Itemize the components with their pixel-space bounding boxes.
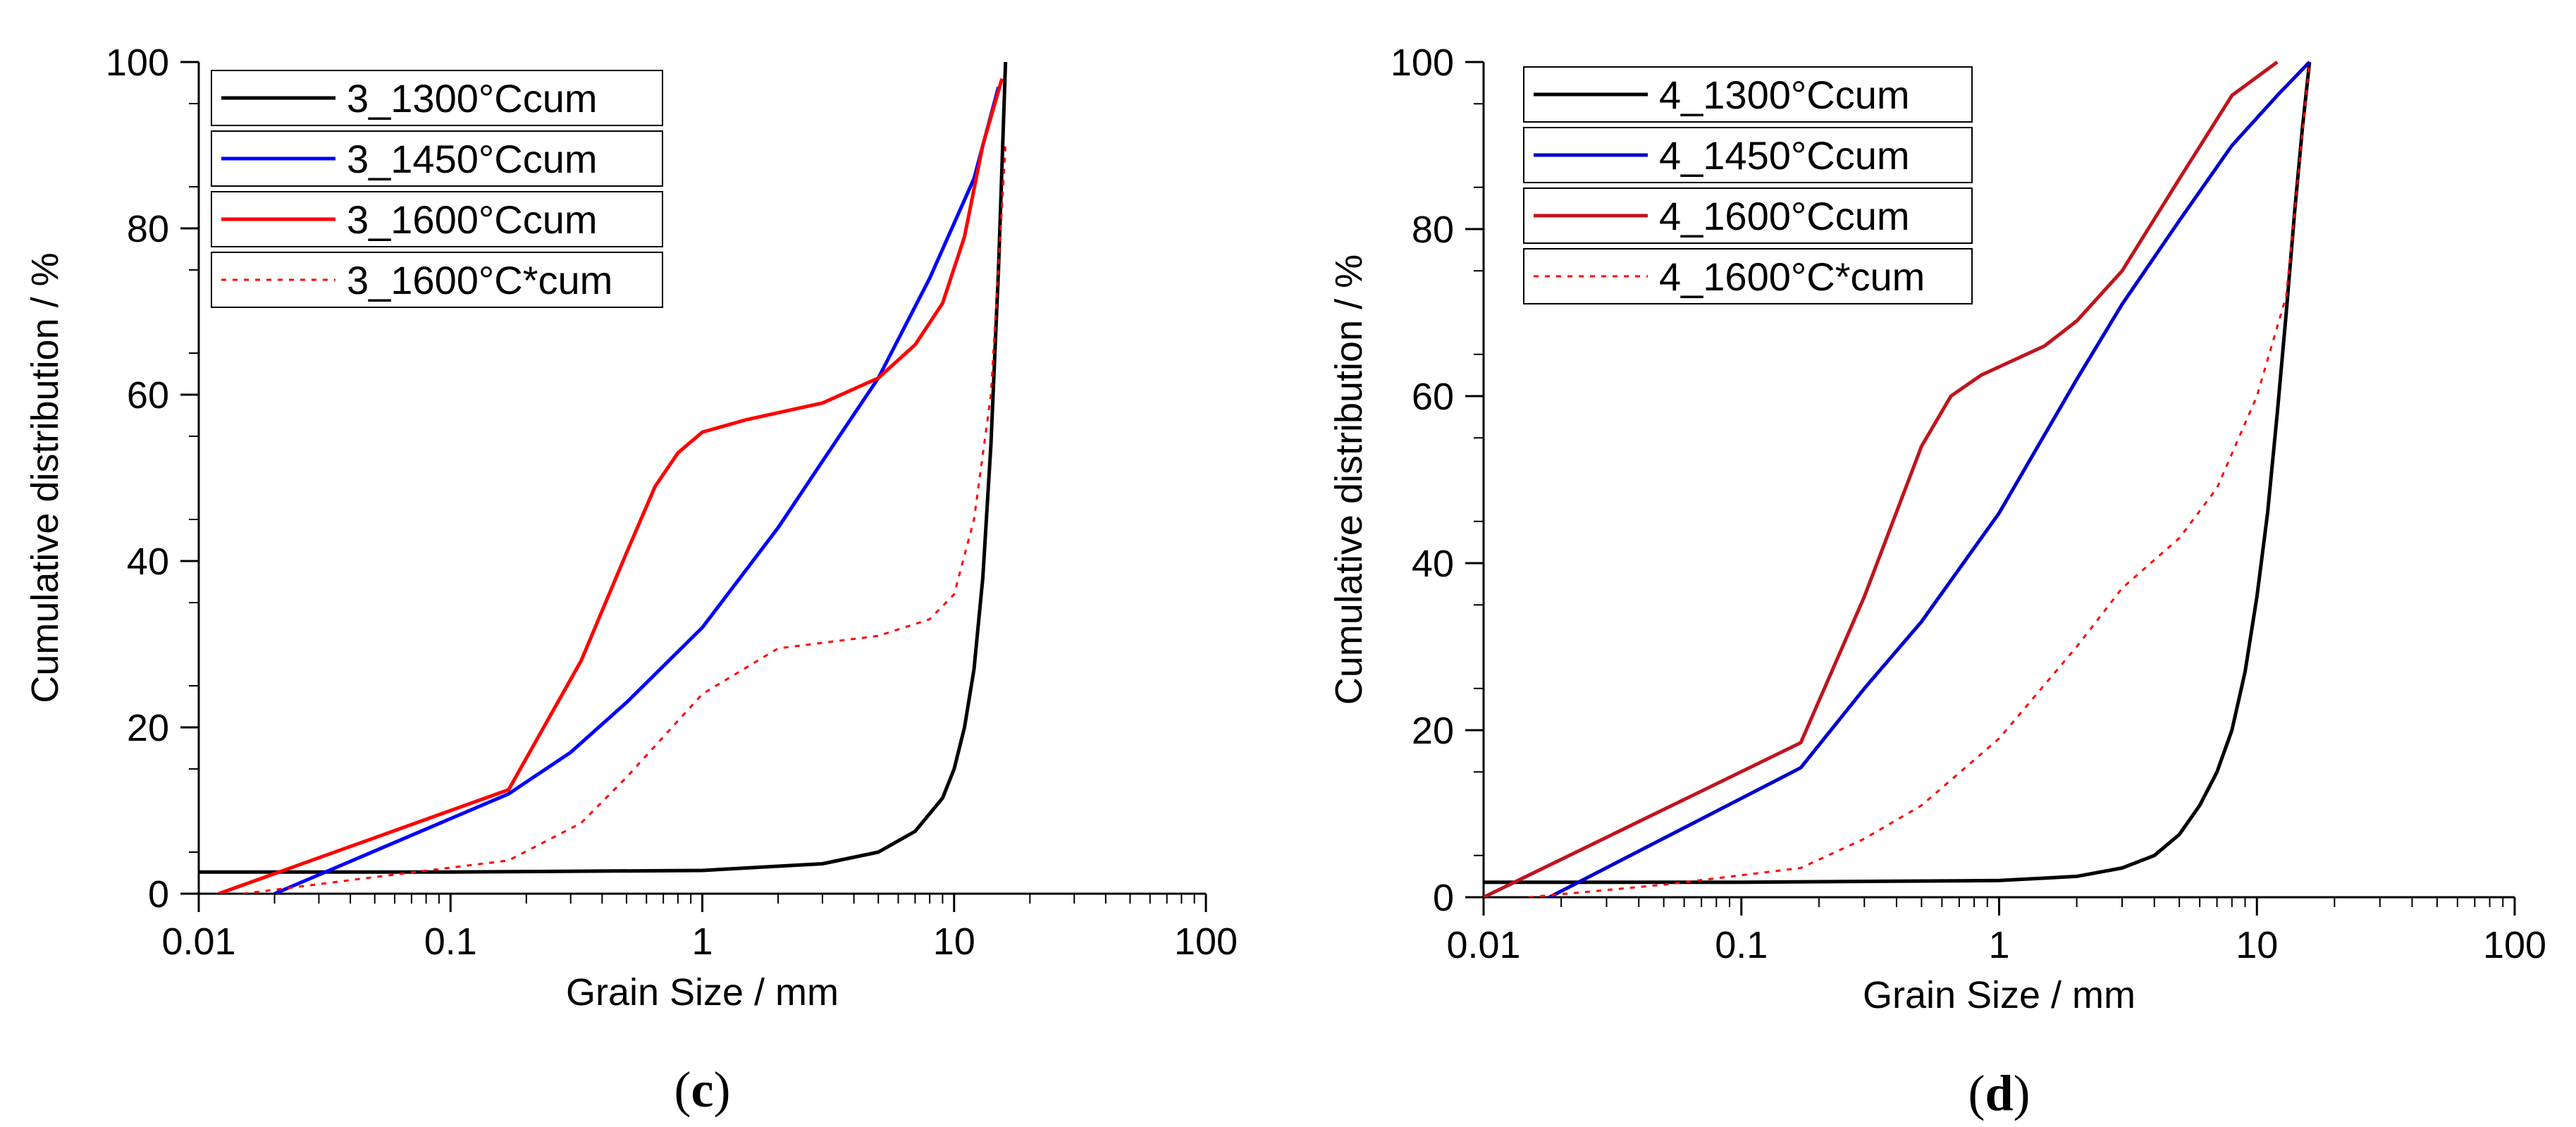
series-line-2 bbox=[1548, 61, 2311, 897]
series-line-4 bbox=[242, 144, 1007, 894]
legend-item: 3_1600°Ccum bbox=[211, 191, 663, 247]
panel-label-close: ) bbox=[713, 1061, 730, 1118]
x-tick-label: 10 bbox=[2236, 924, 2278, 966]
x-tick-label: 10 bbox=[933, 920, 975, 963]
panel-label-open: ( bbox=[1968, 1065, 1985, 1121]
series-line-3 bbox=[218, 78, 1004, 894]
x-tick-label: 1 bbox=[691, 920, 713, 963]
panel-label-close: ) bbox=[2014, 1065, 2030, 1121]
legend-label: 4_1600°C*cum bbox=[1659, 254, 1925, 299]
x-tick-label: 1 bbox=[1988, 924, 2009, 966]
x-axis-title: Grain Size / mm bbox=[1863, 974, 2136, 1016]
chart-panel-c: 0.01 0.1 1 10 100 0 20 40 60 80 100 Grain Size / mm… bbox=[24, 42, 1238, 1118]
legend-box bbox=[1523, 248, 1973, 304]
series-line-3 bbox=[1484, 60, 2279, 897]
legend-label: 3_1600°C*cum bbox=[347, 258, 612, 302]
series-line-4 bbox=[1529, 61, 2311, 897]
legend-item: 3_1600°C*cum bbox=[211, 252, 663, 308]
legend-label: 4_1300°Ccum bbox=[1659, 73, 1910, 117]
legend-item: 4_1450°Ccum bbox=[1523, 127, 1973, 183]
legend-label: 3_1600°Ccum bbox=[347, 197, 598, 242]
panel-label-letter: d bbox=[1985, 1065, 2013, 1121]
x-tick-label: 0.01 bbox=[161, 920, 235, 963]
legend-item: 4_1600°C*cum bbox=[1523, 248, 1973, 304]
series-line-1 bbox=[199, 61, 1008, 874]
legend-label: 3_1300°Ccum bbox=[347, 76, 598, 121]
y-tick-label: 0 bbox=[1433, 877, 1454, 919]
y-axis-title: Cumulative distribution / % bbox=[1328, 254, 1370, 705]
y-tick-label: 0 bbox=[148, 873, 169, 916]
y-tick-label: 100 bbox=[106, 42, 169, 84]
y-tick-label: 60 bbox=[1412, 376, 1454, 418]
y-tick-label: 100 bbox=[1391, 42, 1454, 84]
panel-label-open: ( bbox=[674, 1061, 691, 1118]
panel-label: (d) bbox=[1968, 1065, 2030, 1121]
x-axis-title: Grain Size / mm bbox=[566, 971, 839, 1014]
legend-label: 4_1450°Ccum bbox=[1659, 133, 1910, 178]
series-line-1 bbox=[1484, 61, 2312, 885]
y-tick-label: 80 bbox=[1412, 209, 1454, 251]
legend-box bbox=[211, 252, 663, 308]
y-tick-label: 40 bbox=[1412, 543, 1454, 585]
legend-item: 4_1600°Ccum bbox=[1523, 187, 1973, 244]
y-tick-label: 40 bbox=[127, 541, 169, 583]
x-tick-label: 0.01 bbox=[1446, 924, 1520, 966]
y-tick-label: 20 bbox=[1412, 710, 1454, 752]
y-tick-label: 20 bbox=[127, 707, 169, 749]
x-tick-label: 100 bbox=[2483, 924, 2546, 966]
panel-label-letter: c bbox=[691, 1061, 714, 1118]
y-tick-label: 60 bbox=[127, 374, 169, 417]
x-tick-label: 0.1 bbox=[424, 920, 477, 963]
legend-item: 4_1300°Ccum bbox=[1523, 66, 1973, 123]
series-line-2 bbox=[273, 86, 1001, 894]
legend-label: 3_1450°Ccum bbox=[347, 137, 598, 181]
legend-label: 4_1600°Ccum bbox=[1659, 194, 1910, 238]
legend-item: 3_1450°Ccum bbox=[211, 130, 663, 187]
x-tick-label: 0.1 bbox=[1715, 924, 1768, 966]
panel-label: (c) bbox=[674, 1061, 731, 1118]
x-tick-label: 100 bbox=[1174, 920, 1238, 963]
y-tick-label: 80 bbox=[127, 208, 169, 250]
legend-item: 3_1300°Ccum bbox=[211, 70, 663, 126]
chart-panel-d: 0.01 0.1 1 10 100 0 20 40 60 80 100 Grain Size / mm… bbox=[1328, 42, 2546, 1121]
y-axis-title: Cumulative distribution / % bbox=[24, 252, 66, 703]
